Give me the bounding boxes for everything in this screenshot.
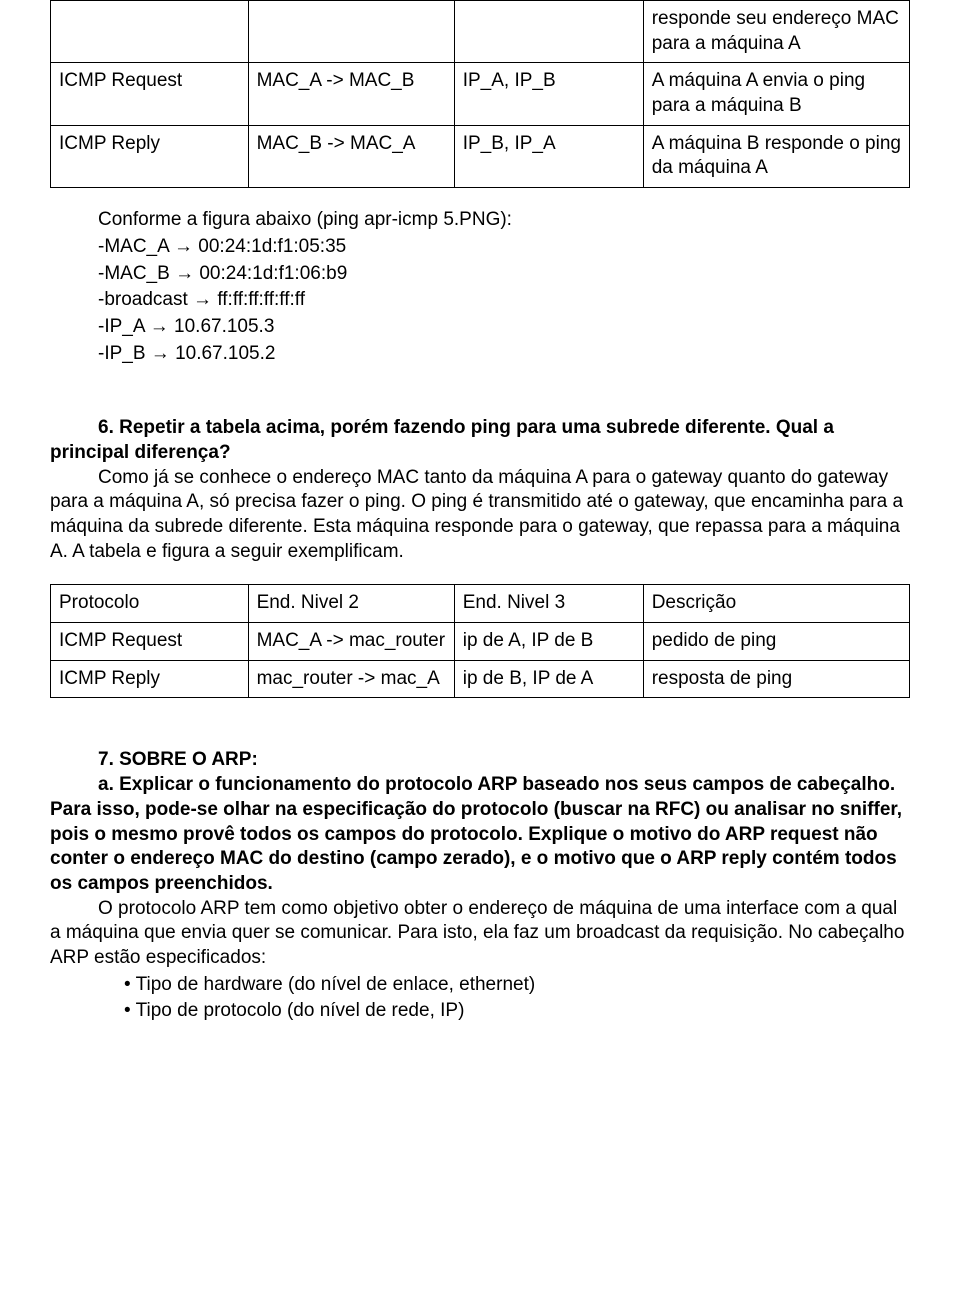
q7-paragraph: O protocolo ARP tem como objetivo obter …	[50, 897, 910, 971]
table-2: Protocolo End. Nivel 2 End. Nivel 3 Desc…	[50, 584, 910, 698]
cell: MAC_A -> MAC_B	[248, 63, 454, 125]
table-1: responde seu endereço MAC para a máquina…	[50, 0, 910, 188]
figure-line-1: Conforme a figura abaixo (ping apr-icmp …	[50, 208, 910, 233]
cell: A máquina A envia o ping para a máquina …	[643, 63, 909, 125]
cell: End. Nivel 2	[248, 585, 454, 623]
q7-a-bold: a. Explicar o funcionamento do protocolo…	[50, 773, 910, 896]
cell: pedido de ping	[643, 623, 909, 661]
cell: ICMP Request	[51, 63, 249, 125]
q7-bullet-1: • Tipo de hardware (do nível de enlace, …	[50, 973, 910, 998]
cell: resposta de ping	[643, 660, 909, 698]
cell: responde seu endereço MAC para a máquina…	[643, 1, 909, 63]
cell: Descrição	[643, 585, 909, 623]
cell	[454, 1, 643, 63]
cell: IP_B, IP_A	[454, 125, 643, 187]
cell: IP_A, IP_B	[454, 63, 643, 125]
table-row: ICMP Request MAC_A -> mac_router ip de A…	[51, 623, 910, 661]
table-row: responde seu endereço MAC para a máquina…	[51, 1, 910, 63]
table-row: Protocolo End. Nivel 2 End. Nivel 3 Desc…	[51, 585, 910, 623]
figure-line-6: -IP_B → 10.67.105.2	[50, 342, 910, 367]
cell: ip de A, IP de B	[454, 623, 643, 661]
cell: A máquina B responde o ping da máquina A	[643, 125, 909, 187]
figure-line-4: -broadcast → ff:ff:ff:ff:ff:ff	[50, 288, 910, 313]
q7-bullet-2: • Tipo de protocolo (do nível de rede, I…	[50, 999, 910, 1024]
cell: ICMP Reply	[51, 660, 249, 698]
figure-line-2: -MAC_A → 00:24:1d:f1:05:35	[50, 235, 910, 260]
q6-paragraph: Como já se conhece o endereço MAC tanto …	[50, 466, 910, 565]
cell: ICMP Request	[51, 623, 249, 661]
cell	[248, 1, 454, 63]
cell: mac_router -> mac_A	[248, 660, 454, 698]
figure-line-3: -MAC_B → 00:24:1d:f1:06:b9	[50, 262, 910, 287]
cell: End. Nivel 3	[454, 585, 643, 623]
q6-heading: 6. Repetir a tabela acima, porém fazendo…	[50, 416, 910, 465]
figure-line-5: -IP_A → 10.67.105.3	[50, 315, 910, 340]
cell	[51, 1, 249, 63]
q7-heading: 7. SOBRE O ARP:	[50, 748, 910, 773]
table-row: ICMP Reply MAC_B -> MAC_A IP_B, IP_A A m…	[51, 125, 910, 187]
cell: ICMP Reply	[51, 125, 249, 187]
cell: MAC_A -> mac_router	[248, 623, 454, 661]
cell: MAC_B -> MAC_A	[248, 125, 454, 187]
table-row: ICMP Request MAC_A -> MAC_B IP_A, IP_B A…	[51, 63, 910, 125]
cell: ip de B, IP de A	[454, 660, 643, 698]
cell: Protocolo	[51, 585, 249, 623]
table-row: ICMP Reply mac_router -> mac_A ip de B, …	[51, 660, 910, 698]
